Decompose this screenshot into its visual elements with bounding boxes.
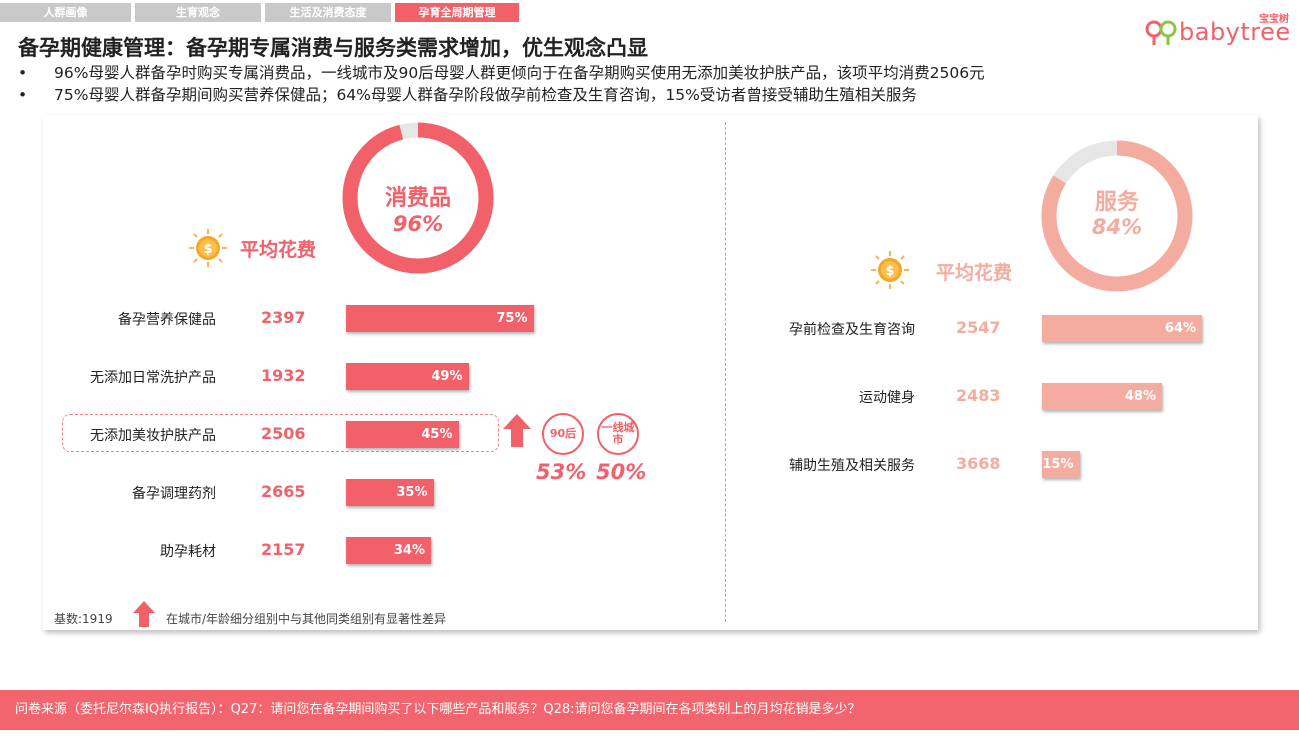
section-tabs: 人群画像 生育观念 生活及消费态度 孕育全周期管理 — [0, 3, 523, 22]
bar: 75% — [346, 305, 534, 332]
page-title: 备孕期健康管理：备孕期专属消费与服务类需求增加，优生观念凸显 — [18, 36, 648, 60]
avg-spend-value: 1932 — [261, 366, 306, 385]
services-ring-label: 服务 — [1094, 190, 1139, 215]
bar: 35% — [346, 479, 434, 506]
summary-bullets: • 96%母婴人群备孕时购买专属消费品，一线城市及90后母婴人群更倾向于在备孕期购… — [18, 62, 985, 106]
coin-icon: $ — [189, 229, 227, 267]
svg-text:$: $ — [885, 264, 894, 279]
bar-value-label: 34% — [393, 543, 425, 558]
category-label: 无添加美妆护肤产品 — [90, 428, 216, 444]
category-label: 孕前检查及生育咨询 — [789, 322, 915, 338]
tab-birth-views[interactable]: 生育观念 — [135, 3, 261, 22]
tab-profile[interactable]: 人群画像 — [0, 3, 131, 22]
bar: 64% — [1042, 315, 1202, 342]
avg-spend-value: 2665 — [261, 482, 306, 501]
category-label: 无添加日常洗护产品 — [90, 370, 216, 386]
services-ring-value: 84% — [1091, 215, 1143, 239]
tag-tier1-city: 一线城市 — [597, 413, 639, 455]
bar-value-label: 45% — [421, 427, 453, 442]
avg-spend-value: 2397 — [261, 308, 306, 327]
highlight-box — [62, 414, 499, 452]
significance-legend: 在城市/年龄细分组别中与其他同类组别有显著性差异 — [166, 612, 447, 626]
logo-wordmark: babytree — [1179, 18, 1291, 46]
bar: 48% — [1042, 383, 1162, 410]
bar: 45% — [346, 421, 459, 448]
products-ring-value: 96% — [392, 212, 444, 236]
services-ring-arc — [1041, 140, 1193, 292]
avg-spend-value: 2483 — [956, 386, 1001, 405]
bar: 15% — [1042, 451, 1080, 478]
products-avg-spend-title: 平均花费 — [240, 239, 317, 261]
bar-value-label: 75% — [496, 311, 528, 326]
category-label: 助孕耗材 — [160, 544, 216, 560]
products-ring-label: 消费品 — [384, 186, 451, 211]
post-90s-value: 53% — [536, 460, 587, 484]
bar: 34% — [346, 537, 431, 564]
tag-post-90s: 90后 — [542, 413, 584, 455]
products-donut — [342, 122, 494, 274]
svg-text:$: $ — [203, 242, 212, 257]
products-ring-arc — [342, 122, 494, 274]
babytree-logo: 宝宝树 babytree — [1145, 8, 1293, 48]
bar-value-label: 64% — [1164, 321, 1196, 336]
legend-up-arrow-icon — [133, 601, 155, 627]
category-label: 备孕营养保健品 — [118, 312, 216, 328]
bullet-item: • 96%母婴人群备孕时购买专属消费品，一线城市及90后母婴人群更倾向于在备孕期购… — [18, 64, 985, 82]
bar-value-label: 35% — [396, 485, 428, 500]
tier1-city-value: 50% — [596, 460, 647, 484]
avg-spend-value: 3668 — [956, 454, 1001, 473]
category-label: 运动健身 — [859, 390, 915, 406]
services-donut — [1041, 140, 1193, 292]
avg-spend-value: 2547 — [956, 318, 1001, 337]
logo-subtitle: 宝宝树 — [1259, 14, 1289, 25]
panel-divider — [725, 122, 726, 622]
tab-full-cycle[interactable]: 孕育全周期管理 — [395, 3, 519, 22]
logo-mark-icon — [1145, 20, 1177, 45]
bar: 49% — [346, 363, 469, 390]
bar-value-label: 15% — [1042, 457, 1074, 472]
avg-spend-value: 2506 — [261, 424, 306, 443]
coin-icon: $ — [871, 251, 909, 289]
avg-spend-value: 2157 — [261, 540, 306, 559]
base-count: 基数:1919 — [54, 612, 113, 626]
category-label: 辅助生殖及相关服务 — [789, 458, 915, 474]
bar-value-label: 48% — [1124, 389, 1156, 404]
footer-source: 问卷来源（委托尼尔森IQ执行报告）：Q27：请问您在备孕期间购买了以下哪些产品和… — [0, 690, 1299, 730]
tab-lifestyle[interactable]: 生活及消费态度 — [265, 3, 391, 22]
significance-up-arrow-icon — [503, 414, 531, 447]
category-label: 备孕调理药剂 — [132, 486, 216, 502]
bar-value-label: 49% — [431, 369, 463, 384]
bullet-item: • 75%母婴人群备孕期间购买营养保健品；64%母婴人群备孕阶段做孕前检查及生育咨… — [18, 86, 917, 104]
services-avg-spend-title: 平均花费 — [936, 262, 1013, 284]
